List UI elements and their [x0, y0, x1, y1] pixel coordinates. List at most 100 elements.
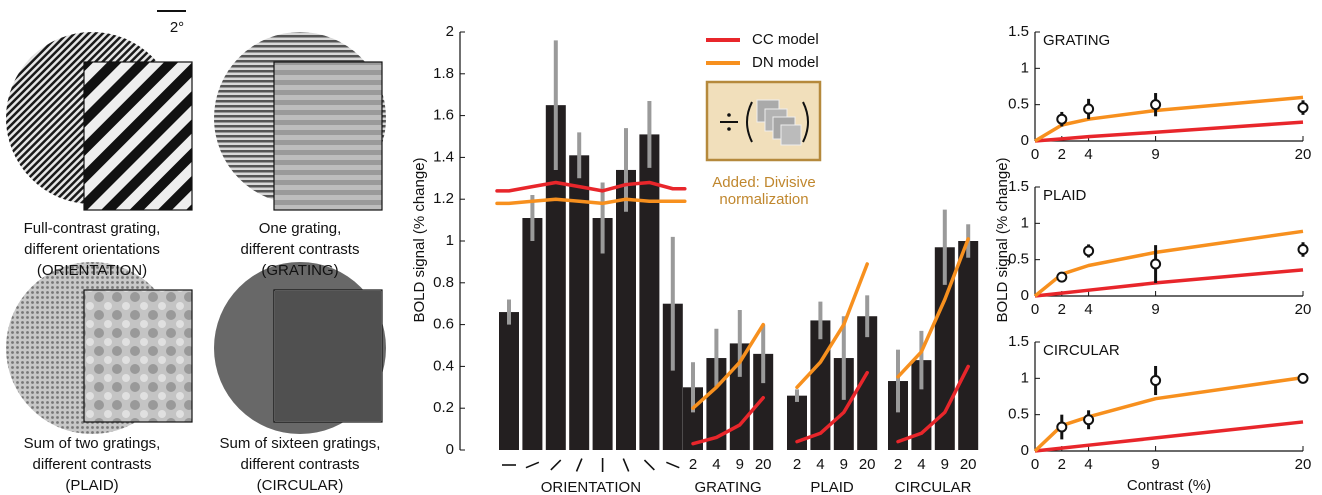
y-tick-label: 0.5 [1008, 251, 1029, 268]
model-line [1034, 95, 1304, 143]
group-label: GRATING [694, 479, 761, 495]
bar [522, 218, 543, 450]
x-tick-label: 9 [941, 456, 949, 473]
y-tick-label: 1.8 [433, 65, 454, 82]
group-label: CIRCULAR [895, 479, 972, 495]
x-tick-label: 0 [1031, 456, 1039, 473]
group-label: ORIENTATION [541, 479, 641, 495]
model-line [1034, 268, 1304, 298]
stimulus-orientation [6, 32, 193, 211]
model-line [795, 262, 869, 390]
stimulus-plaid [6, 262, 193, 434]
caption: different orientations [24, 241, 160, 258]
y-tick-label: 0 [1021, 442, 1029, 459]
y-tick-label: 0 [446, 441, 454, 458]
orientation-glyph [525, 461, 540, 469]
chart-title: CIRCULAR [1043, 342, 1120, 359]
y-tick-label: 1.4 [433, 148, 454, 165]
orientation-glyph [666, 461, 680, 469]
data-point [1056, 271, 1068, 283]
chart-title: PLAID [1043, 187, 1087, 204]
x-tick-label: 9 [1151, 456, 1159, 473]
x-tick-label: 4 [1084, 456, 1092, 473]
y-tick-label: 1 [1021, 214, 1029, 231]
x-tick-label: 4 [1084, 146, 1092, 163]
caption: One grating, [259, 220, 342, 237]
bar [888, 381, 908, 450]
x-tick-label: 2 [894, 456, 902, 473]
orientation-glyph [550, 459, 562, 471]
model-line [691, 322, 765, 410]
data-point [1150, 375, 1162, 387]
y-tick-label: 0.8 [433, 274, 454, 291]
orientation-glyph [643, 459, 655, 471]
model-line [896, 364, 970, 444]
bar [753, 353, 774, 450]
model-line [691, 396, 765, 446]
x-tick-label: 4 [917, 456, 925, 473]
y-tick-label: 1.2 [433, 190, 454, 207]
y-tick-label: 0.5 [1008, 406, 1029, 423]
caption: different contrasts [33, 456, 152, 473]
data-point [1297, 372, 1309, 384]
model-line [495, 180, 687, 193]
bar [662, 303, 683, 450]
bar [958, 241, 979, 450]
y-tick-label: 0 [1021, 132, 1029, 149]
y-tick-label: 1.6 [433, 107, 454, 124]
x-tick-label: 9 [1151, 301, 1159, 318]
data-point [1297, 243, 1309, 255]
data-point [1150, 99, 1162, 111]
annotation: Added: Divisive [712, 174, 815, 191]
normalization-icon [705, 80, 822, 162]
caption: (ORIENTATION) [37, 262, 147, 279]
x-tick-label: 2 [689, 456, 697, 473]
x-tick-label: 9 [840, 456, 848, 473]
legend-label: CC model [752, 31, 819, 48]
x-tick-label: 4 [816, 456, 824, 473]
x-tick-label: 2 [1058, 456, 1066, 473]
caption: Sum of sixteen gratings, [220, 435, 381, 452]
model-line [1034, 120, 1304, 143]
model-line [1033, 375, 1304, 453]
model-line [1034, 420, 1304, 453]
bar [639, 134, 660, 450]
model-line [795, 370, 869, 444]
orientation-glyph [622, 458, 630, 472]
x-tick-label: 20 [960, 456, 977, 473]
y-tick-label: 0.6 [433, 316, 454, 333]
scale-label: 2° [170, 19, 184, 36]
caption: different contrasts [241, 241, 360, 258]
bar [833, 358, 854, 450]
y-tick-label: 2 [446, 23, 454, 40]
orientation-glyph [575, 458, 583, 472]
x-tick-label: 4 [1084, 301, 1092, 318]
bar [857, 316, 878, 450]
caption: different contrasts [241, 456, 360, 473]
annotation: normalization [719, 191, 808, 208]
data-point [1083, 414, 1095, 426]
y-tick-label: 0.5 [1008, 96, 1029, 113]
bar [592, 218, 613, 450]
y-tick-label: 0.2 [433, 399, 454, 416]
y-axis-label: BOLD signal (% change) [411, 157, 428, 322]
data-point [1056, 113, 1068, 125]
y-tick-label: 0.4 [433, 357, 454, 374]
x-tick-label: 4 [712, 456, 720, 473]
bar [545, 105, 566, 451]
bar [569, 155, 590, 450]
model-line [495, 197, 687, 206]
data-point [1297, 102, 1309, 114]
y-tick-label: 1.5 [1008, 23, 1029, 40]
stimulus-circular [214, 262, 386, 434]
data-point [1056, 421, 1068, 433]
x-tick-label: 20 [1295, 456, 1312, 473]
y-axis-label: BOLD signal (% change) [994, 157, 1011, 322]
bar [616, 169, 636, 450]
data-point [1083, 245, 1095, 257]
legend-label: DN model [752, 54, 819, 71]
y-tick-label: 1.5 [1008, 178, 1029, 195]
x-tick-label: 20 [859, 456, 876, 473]
caption: (CIRCULAR) [257, 477, 344, 494]
